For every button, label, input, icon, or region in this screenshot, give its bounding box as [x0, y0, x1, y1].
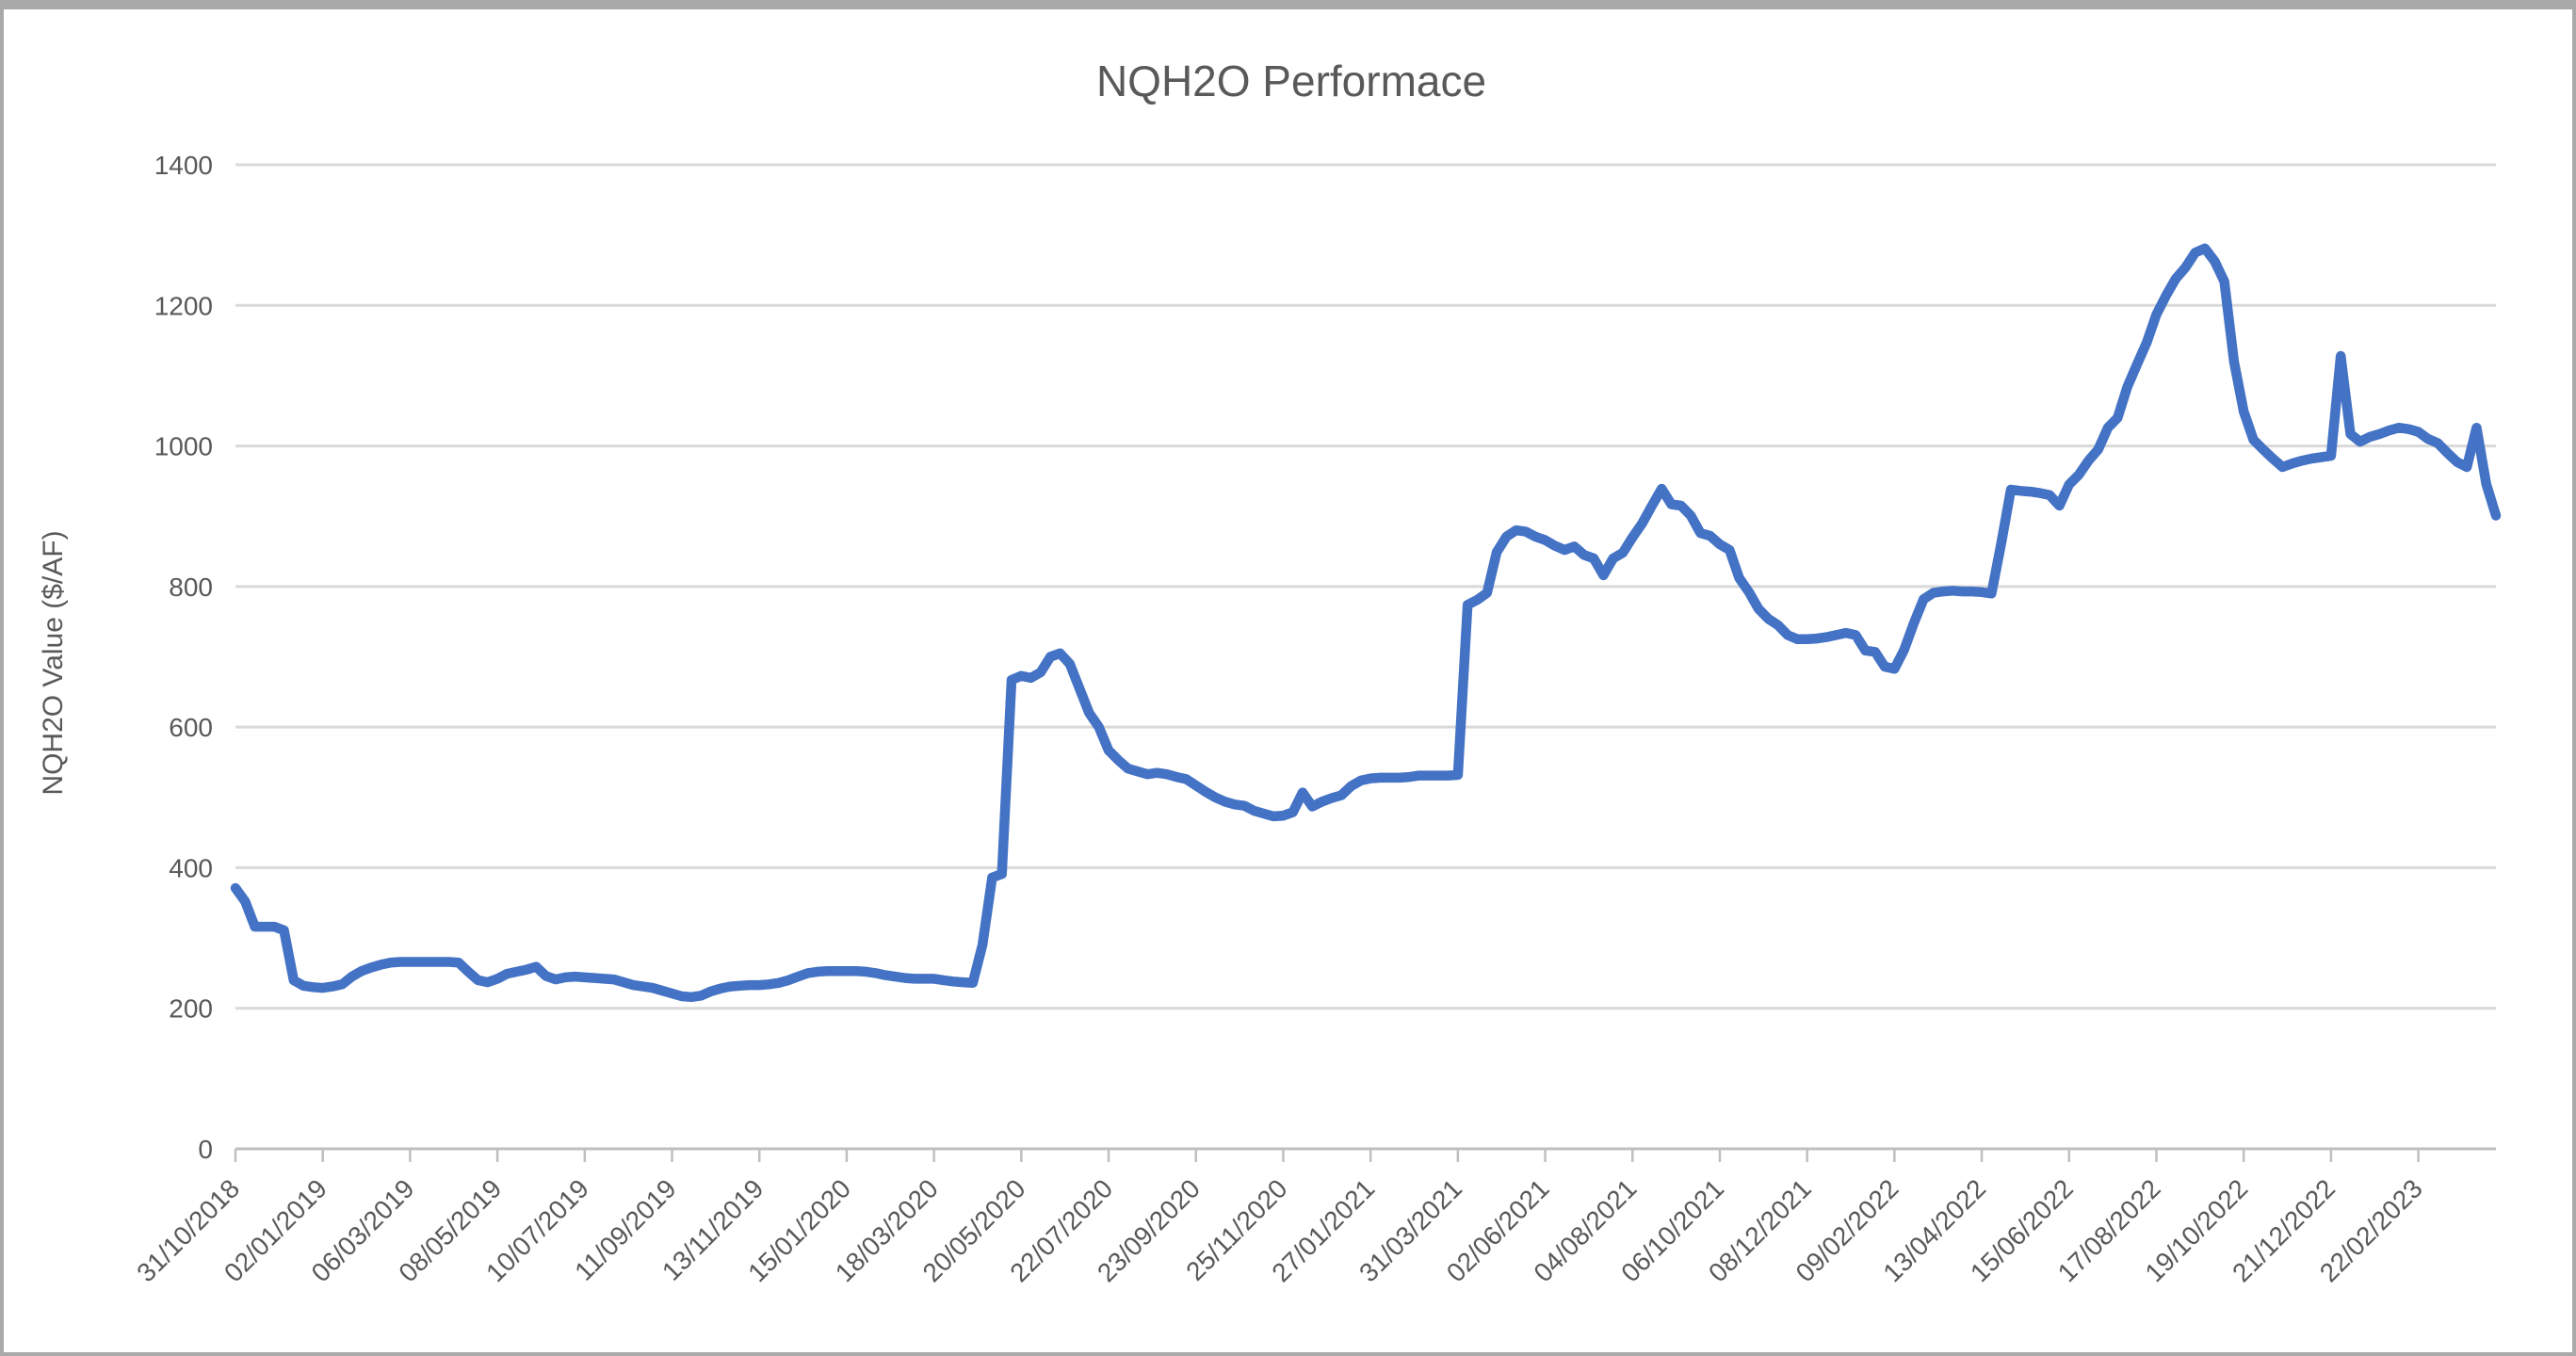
chart-title: NQH2O Performace — [1096, 56, 1486, 105]
y-axis-label: 1000 — [154, 432, 213, 461]
gridlines — [235, 163, 2496, 1010]
y-axis-label: 0 — [198, 1135, 213, 1164]
y-axis: 0 200 400 600 800 1000 1200 1400 — [154, 151, 213, 1164]
nqh2o-series-line — [230, 243, 2502, 1003]
y-axis-label: 800 — [169, 573, 213, 602]
y-axis-title: NQH2O Value ($/AF) — [38, 530, 69, 795]
y-axis-label: 1400 — [154, 151, 213, 180]
line-chart: 0 200 400 600 800 1000 1200 1400 31/10/201802/0… — [38, 56, 2502, 1287]
x-axis: 31/10/201802/01/201906/03/201908/05/2019… — [131, 1147, 2496, 1287]
y-axis-label: 400 — [169, 853, 213, 882]
y-axis-label: 1200 — [154, 291, 213, 320]
y-axis-label: 600 — [169, 713, 213, 742]
y-axis-label: 200 — [169, 994, 213, 1024]
series — [230, 243, 2502, 1003]
